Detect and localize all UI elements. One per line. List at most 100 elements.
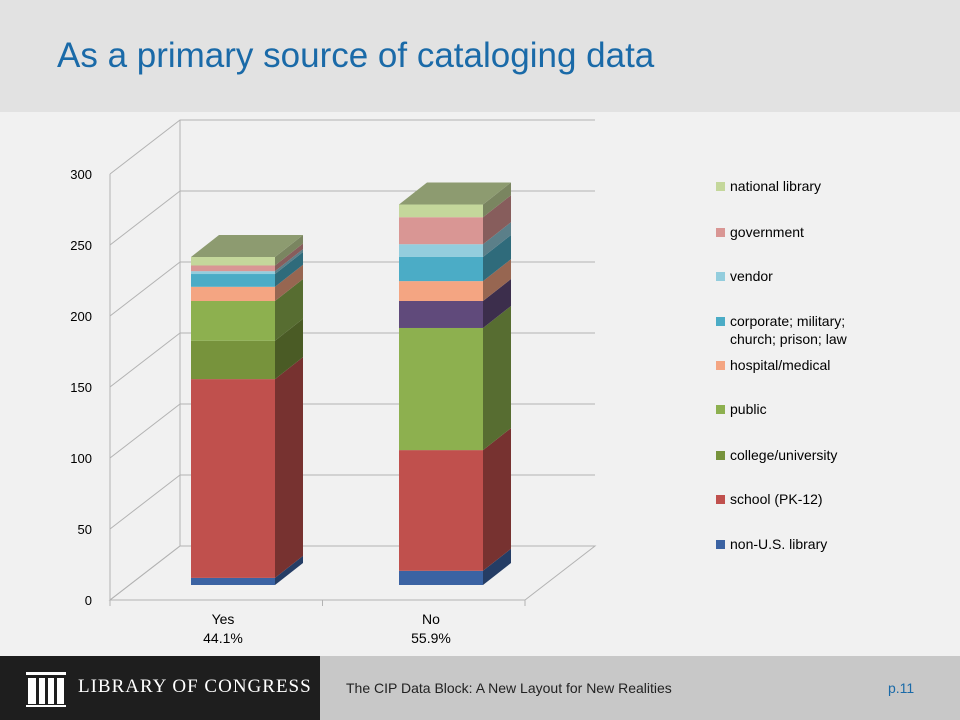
bar-segment-unlabeled bbox=[399, 279, 511, 328]
bar-front-face bbox=[399, 450, 483, 571]
legend-item: non-U.S. library bbox=[716, 536, 827, 552]
bar-segment-vendor bbox=[191, 249, 303, 275]
y-tick-label: 0 bbox=[85, 593, 92, 608]
bar-segment-hospital-medical bbox=[399, 259, 511, 301]
legend-label-line: public bbox=[730, 401, 767, 417]
bar-segment-vendor bbox=[399, 222, 511, 257]
x-category-percent: 55.9% bbox=[411, 630, 451, 646]
legend-item: public bbox=[716, 401, 767, 417]
slide-title: As a primary source of cataloging data bbox=[57, 36, 655, 75]
bar-front-face bbox=[399, 570, 483, 585]
bar-side-face bbox=[275, 357, 303, 578]
bar-segment-government bbox=[399, 195, 511, 245]
legend-label-line: church; prison; law bbox=[730, 331, 848, 347]
bar-top-face bbox=[399, 182, 511, 205]
bar-segment-non-u-s-library bbox=[191, 555, 303, 585]
bar-stack-no bbox=[399, 182, 511, 585]
legend-swatch bbox=[716, 182, 725, 191]
bar-side-face bbox=[275, 243, 303, 272]
legend-label: hospital/medical bbox=[730, 357, 830, 373]
bar-side-face bbox=[483, 182, 511, 218]
bar-side-face bbox=[483, 259, 511, 301]
bar-segment-public bbox=[191, 279, 303, 341]
slide-header: As a primary source of cataloging data bbox=[0, 0, 960, 112]
legend-item: government bbox=[716, 224, 804, 240]
gridline bbox=[109, 190, 595, 246]
legend-label-line: school (PK-12) bbox=[730, 491, 823, 507]
bar-side-face bbox=[275, 318, 303, 380]
legend-label-line: hospital/medical bbox=[730, 357, 830, 373]
bar-front-face bbox=[399, 301, 483, 328]
bar-front-face bbox=[191, 577, 275, 585]
legend-item: national library bbox=[716, 178, 821, 194]
bar-side-face bbox=[275, 249, 303, 275]
bar-segment-college-university bbox=[191, 318, 303, 380]
legend-swatch bbox=[716, 361, 725, 370]
bar-front-face bbox=[191, 379, 275, 578]
bar-front-face bbox=[191, 286, 275, 301]
bar-side-face bbox=[483, 234, 511, 282]
legend-label: non-U.S. library bbox=[730, 536, 827, 552]
chart-walls bbox=[108, 120, 597, 606]
legend-label-line: non-U.S. library bbox=[730, 536, 827, 552]
y-tick-label: 250 bbox=[70, 238, 92, 253]
gridline bbox=[109, 545, 595, 601]
chart-floor bbox=[108, 545, 597, 601]
y-tick-label: 150 bbox=[70, 380, 92, 395]
x-axis-labels: Yes 44.1% No 55.9% bbox=[203, 611, 451, 646]
legend-swatch bbox=[716, 495, 725, 504]
bar-side-face bbox=[275, 252, 303, 287]
legend-label: school (PK-12) bbox=[730, 491, 823, 507]
legend-label-line: corporate; military; bbox=[730, 313, 845, 329]
bar-front-face bbox=[399, 327, 483, 451]
legend-label: public bbox=[730, 401, 767, 417]
legend-item: hospital/medical bbox=[716, 357, 830, 373]
legend-label: government bbox=[730, 224, 804, 240]
x-category-percent: 44.1% bbox=[203, 630, 243, 646]
footer-bar: LIBRARY OF CONGRESS The CIP Data Block: … bbox=[0, 656, 960, 720]
logo-text: LIBRARY OF CONGRESS bbox=[78, 676, 312, 697]
bar-front-face bbox=[399, 217, 483, 245]
legend-label: vendor bbox=[730, 268, 773, 284]
legend-swatch bbox=[716, 317, 725, 326]
presentation-title: The CIP Data Block: A New Layout for New… bbox=[346, 680, 672, 696]
bar-front-face bbox=[191, 274, 275, 287]
legend-swatch bbox=[716, 540, 725, 549]
legend-item: vendor bbox=[716, 268, 773, 284]
gridline bbox=[109, 261, 595, 317]
legend-item: college/university bbox=[716, 447, 837, 463]
legend-label: national library bbox=[730, 178, 821, 194]
bar-segment-non-u-s-library bbox=[399, 548, 511, 585]
legend-swatch bbox=[716, 272, 725, 281]
chart-bars bbox=[191, 182, 511, 585]
bar-side-face bbox=[483, 548, 511, 585]
bar-side-face bbox=[483, 305, 511, 451]
bar-front-face bbox=[191, 340, 275, 380]
bar-segment-school-pk-12 bbox=[191, 357, 303, 578]
bar-side-face bbox=[275, 555, 303, 585]
legend-swatch bbox=[716, 405, 725, 414]
legend-item: school (PK-12) bbox=[716, 491, 823, 507]
bar-side-face bbox=[483, 222, 511, 257]
bar-side-face bbox=[275, 279, 303, 341]
legend-label: college/university bbox=[730, 447, 837, 463]
page-number: p.11 bbox=[888, 680, 915, 696]
bar-front-face bbox=[399, 281, 483, 301]
gridline bbox=[109, 332, 595, 388]
bar-front-face bbox=[399, 244, 483, 257]
bar-front-face bbox=[191, 301, 275, 341]
bar-front-face bbox=[399, 256, 483, 282]
bar-stack-yes bbox=[191, 234, 303, 585]
y-tick-label: 200 bbox=[70, 309, 92, 324]
y-tick-label: 300 bbox=[70, 167, 92, 182]
bar-side-face bbox=[483, 279, 511, 328]
bar-side-face bbox=[483, 195, 511, 245]
library-of-congress-icon bbox=[26, 672, 66, 707]
legend-swatch bbox=[716, 228, 725, 237]
bar-front-face bbox=[191, 265, 275, 272]
bar-segment-national-library bbox=[191, 234, 303, 266]
bar-top-face bbox=[191, 234, 303, 257]
bar-side-face bbox=[275, 264, 303, 301]
y-tick-label: 100 bbox=[70, 451, 92, 466]
chart-gridlines bbox=[109, 119, 595, 601]
